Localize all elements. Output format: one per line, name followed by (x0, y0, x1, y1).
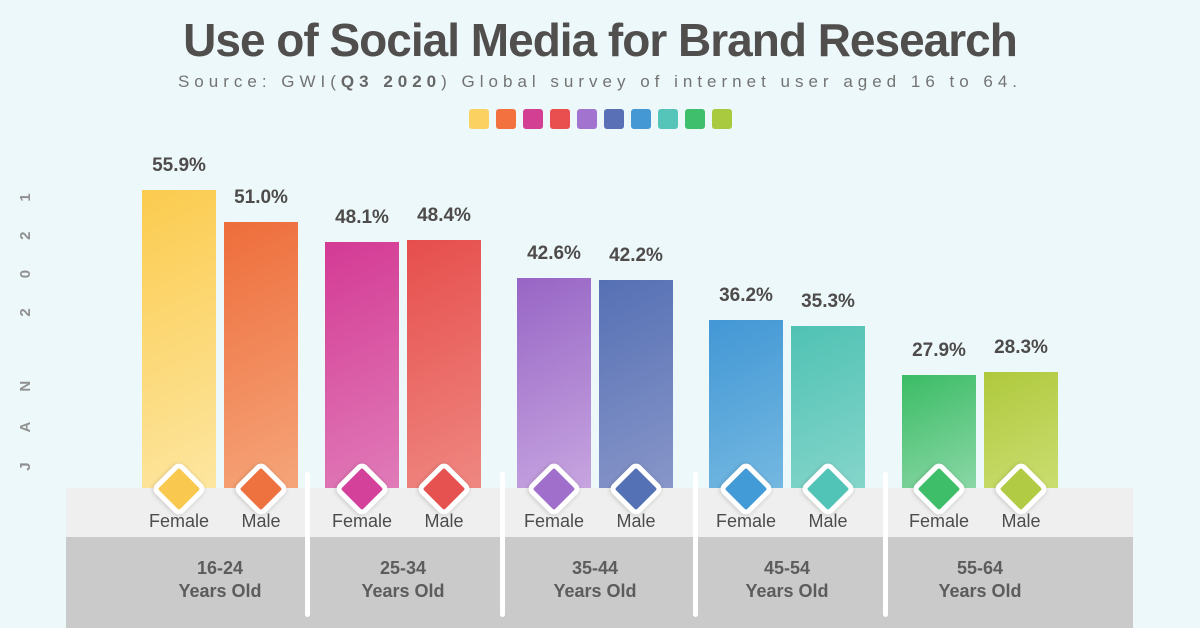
legend-color-swatch-5 (576, 109, 597, 129)
gender-label-female-55-64: Female (908, 511, 970, 531)
source-prefix: Source: GWI( (177, 72, 341, 91)
legend-color-swatch-2 (495, 109, 516, 129)
age-group-16-24: 55.9% Female 51.0% Male 16-24 Years Old (142, 0, 298, 628)
source-subtitle: Source: GWI(Q3 2020) Global survey of in… (0, 72, 1200, 92)
age-group-45-54: 36.2% Female 35.3% Male 45-54 Years Old (709, 0, 865, 628)
legend-color-swatch-8 (657, 109, 678, 129)
gender-label-female-35-44: Female (523, 511, 585, 531)
value-label-female-55-64: 27.9% (912, 340, 966, 361)
age-group-label-16-24: 16-24 Years Old (140, 557, 300, 603)
bar-male-16-24 (224, 222, 298, 488)
value-label-female-25-34: 48.1% (335, 207, 389, 228)
gender-label-female-25-34: Female (331, 511, 393, 531)
age-group-55-64: 27.9% Female 28.3% Male 55-64 Years Old (902, 0, 1058, 628)
group-divider-1 (305, 472, 310, 617)
color-legend (0, 109, 1200, 129)
legend-color-swatch-9 (684, 109, 705, 129)
bar-male-25-34 (407, 240, 481, 488)
legend-color-swatch-7 (630, 109, 651, 129)
age-range-text: 35-44 (571, 558, 619, 578)
age-group-35-44: 42.6% Female 42.2% Male 35-44 Years Old (517, 0, 673, 628)
legend-color-swatch-6 (603, 109, 624, 129)
age-range-text: 45-54 (763, 558, 811, 578)
age-group-label-55-64: 55-64 Years Old (900, 557, 1060, 603)
age-group-25-34: 48.1% Female 48.4% Male 25-34 Years Old (325, 0, 481, 628)
age-suffix-text: Years Old (553, 581, 637, 601)
value-label-female-35-44: 42.6% (527, 243, 581, 264)
value-label-female-16-24: 55.9% (152, 155, 206, 176)
bar-female-25-34 (325, 242, 399, 488)
legend-color-swatch-4 (549, 109, 570, 129)
gender-label-male-45-54: Male (808, 511, 848, 531)
bar-female-45-54 (709, 320, 783, 488)
page-title: Use of Social Media for Brand Research (183, 14, 1018, 66)
bar-male-35-44 (599, 280, 673, 488)
legend-color-swatch-10 (711, 109, 732, 129)
gender-label-male-25-34: Male (424, 511, 464, 531)
source-quarter: Q3 2020 (340, 72, 442, 91)
age-group-label-35-44: 35-44 Years Old (515, 557, 675, 603)
age-range-text: 55-64 (956, 558, 1004, 578)
age-group-label-25-34: 25-34 Years Old (323, 557, 483, 603)
gender-label-female-16-24: Female (148, 511, 210, 531)
age-group-label-45-54: 45-54 Years Old (707, 557, 867, 603)
legend-color-swatch-1 (468, 109, 489, 129)
value-label-female-45-54: 36.2% (719, 285, 773, 306)
value-label-male-45-54: 35.3% (801, 291, 855, 312)
age-suffix-text: Years Old (178, 581, 262, 601)
group-divider-3 (693, 472, 698, 617)
source-suffix: ) Global survey of internet user aged 16… (441, 72, 1023, 91)
age-suffix-text: Years Old (938, 581, 1022, 601)
bar-female-16-24 (142, 190, 216, 488)
value-label-male-35-44: 42.2% (609, 245, 663, 266)
date-side-label: JAN 2021 (17, 163, 34, 471)
gender-label-female-45-54: Female (715, 511, 777, 531)
legend-color-swatch-3 (522, 109, 543, 129)
gender-label-male-55-64: Male (1001, 511, 1041, 531)
age-range-text: 16-24 (196, 558, 244, 578)
value-label-male-16-24: 51.0% (234, 187, 288, 208)
gender-label-male-16-24: Male (241, 511, 281, 531)
bar-female-35-44 (517, 278, 591, 488)
age-label-strip (66, 537, 1133, 628)
age-range-text: 25-34 (379, 558, 427, 578)
age-suffix-text: Years Old (361, 581, 445, 601)
value-label-male-55-64: 28.3% (994, 337, 1048, 358)
bar-male-45-54 (791, 326, 865, 488)
value-label-male-25-34: 48.4% (417, 205, 471, 226)
group-divider-2 (500, 472, 505, 617)
group-divider-4 (883, 472, 888, 617)
age-suffix-text: Years Old (745, 581, 829, 601)
gender-label-male-35-44: Male (616, 511, 656, 531)
